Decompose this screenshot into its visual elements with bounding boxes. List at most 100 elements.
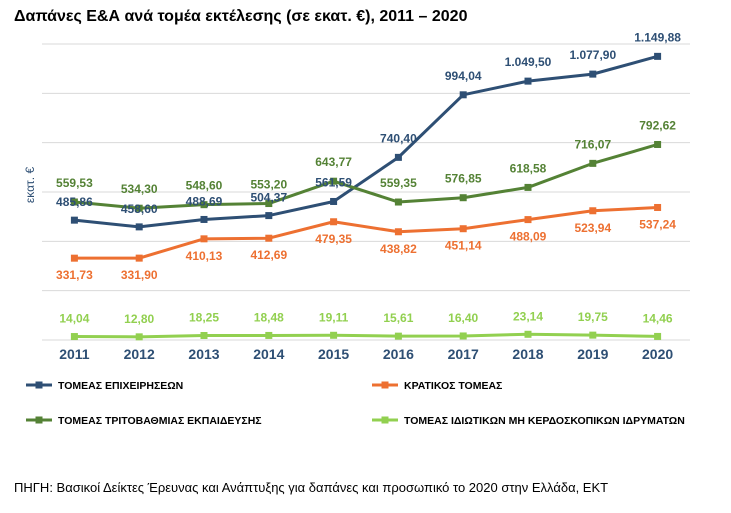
data-label: 559,53 xyxy=(56,176,93,190)
x-tick-label: 2013 xyxy=(188,346,219,362)
legend-marker xyxy=(381,381,389,389)
data-label: 23,14 xyxy=(513,309,543,323)
source-note: ΠΗΓΗ: Βασικοί Δείκτες Έρευνας και Ανάπτυ… xyxy=(14,480,609,495)
data-point xyxy=(265,200,273,208)
data-label: 14,04 xyxy=(59,312,89,326)
x-tick-label: 2019 xyxy=(577,346,608,362)
data-point xyxy=(330,218,338,226)
x-tick-label: 2016 xyxy=(383,346,414,362)
data-point xyxy=(524,330,532,338)
data-label: 488,09 xyxy=(510,230,547,244)
x-tick-label: 2014 xyxy=(253,346,284,362)
data-label: 458,60 xyxy=(121,202,158,216)
data-point xyxy=(524,216,532,224)
data-label: 19,75 xyxy=(578,310,608,324)
data-label: 19,11 xyxy=(319,310,349,324)
data-label: 485,86 xyxy=(56,195,93,209)
x-tick-label: 2020 xyxy=(642,346,673,362)
data-point xyxy=(330,331,338,339)
data-label: 523,94 xyxy=(574,221,611,235)
data-point xyxy=(459,91,467,99)
data-point xyxy=(459,194,467,202)
x-tick-label: 2012 xyxy=(124,346,155,362)
data-point xyxy=(524,77,532,85)
data-label: 18,48 xyxy=(254,310,284,324)
series-line xyxy=(74,205,658,260)
data-label: 576,85 xyxy=(445,172,482,186)
data-label: 18,25 xyxy=(189,310,219,324)
data-label: 12,80 xyxy=(124,312,154,326)
data-label: 16,40 xyxy=(448,311,478,325)
data-point xyxy=(589,207,597,215)
data-label: 643,77 xyxy=(315,155,352,169)
data-point xyxy=(265,212,273,220)
data-label: 331,90 xyxy=(121,268,158,282)
data-point xyxy=(394,228,402,236)
data-point xyxy=(200,331,208,339)
series-line xyxy=(74,143,659,210)
legend-marker xyxy=(35,416,43,424)
data-label: 561,59 xyxy=(315,175,352,189)
data-point xyxy=(265,234,273,242)
y-axis-label: εκατ. € xyxy=(23,167,37,204)
data-point xyxy=(265,331,273,339)
data-point xyxy=(330,177,338,185)
data-label: 559,35 xyxy=(380,176,417,190)
data-label: 504,37 xyxy=(250,191,287,205)
x-tick-label: 2011 xyxy=(59,346,90,362)
legend-label: ΤΟΜΕΑΣ ΕΠΙΧΕΙΡΗΣΕΩΝ xyxy=(58,380,183,392)
data-label: 410,13 xyxy=(186,249,223,263)
data-point xyxy=(135,204,143,212)
data-label: 716,07 xyxy=(574,137,611,151)
data-point xyxy=(459,225,467,233)
data-point xyxy=(654,332,662,340)
legend-marker xyxy=(35,381,43,389)
legend-label: ΤΟΜΕΑΣ ΤΡΙΤΟΒΑΘΜΙΑΣ ΕΚΠΑΙΔΕΥΣΗΣ xyxy=(58,415,262,427)
series-line xyxy=(74,54,658,229)
data-label: 14,46 xyxy=(643,311,673,325)
data-point xyxy=(200,201,208,209)
x-axis: 2011 2012 2013 2014 2015 2016 2017 2018 2019 2020 xyxy=(59,346,673,362)
series-line xyxy=(74,332,658,339)
data-label: 1.077,90 xyxy=(569,48,616,62)
data-point xyxy=(135,333,143,341)
data-point xyxy=(330,197,338,205)
data-point xyxy=(459,332,467,340)
data-point xyxy=(589,159,597,167)
data-label: 438,82 xyxy=(380,242,417,256)
data-point xyxy=(654,203,662,211)
x-tick-label: 2017 xyxy=(448,346,479,362)
data-point xyxy=(394,332,402,340)
data-point xyxy=(135,254,143,262)
data-point xyxy=(589,70,597,78)
data-label: 534,30 xyxy=(121,182,158,196)
data-point xyxy=(70,216,78,224)
data-point xyxy=(135,223,143,231)
x-tick-label: 2018 xyxy=(512,346,543,362)
data-point xyxy=(589,331,597,339)
data-label: 994,04 xyxy=(445,69,482,83)
data-point xyxy=(200,235,208,243)
data-label: 618,58 xyxy=(510,161,547,175)
data-label: 412,69 xyxy=(250,248,287,262)
data-label: 479,35 xyxy=(315,232,352,246)
data-label: 1.049,50 xyxy=(505,55,552,69)
data-point xyxy=(200,215,208,223)
data-point xyxy=(654,52,662,60)
data-label: 15,61 xyxy=(383,311,413,325)
data-label: 451,14 xyxy=(445,239,482,253)
data-label: 488,69 xyxy=(186,194,223,208)
legend-label: ΚΡΑΤΙΚΟΣ ΤΟΜΕΑΣ xyxy=(404,380,502,392)
legend-marker xyxy=(381,416,389,424)
data-point xyxy=(394,153,402,161)
data-point xyxy=(394,198,402,206)
data-point xyxy=(524,183,532,191)
legend: ΤΟΜΕΑΣ ΕΠΙΧΕΙΡΗΣΕΩΝ ΚΡΑΤΙΚΟΣ ΤΟΜΕΑΣ ΤΟΜΕΑΣ… xyxy=(26,380,685,427)
series-lines xyxy=(70,52,662,341)
data-label: 740,40 xyxy=(380,131,417,145)
line-chart: εκατ. € 2011 2012 2013 2014 2015 2016 2017 2018… xyxy=(23,30,690,427)
data-point xyxy=(70,198,78,206)
data-point xyxy=(70,333,78,341)
x-tick-label: 2015 xyxy=(318,346,349,362)
data-point xyxy=(654,140,662,148)
